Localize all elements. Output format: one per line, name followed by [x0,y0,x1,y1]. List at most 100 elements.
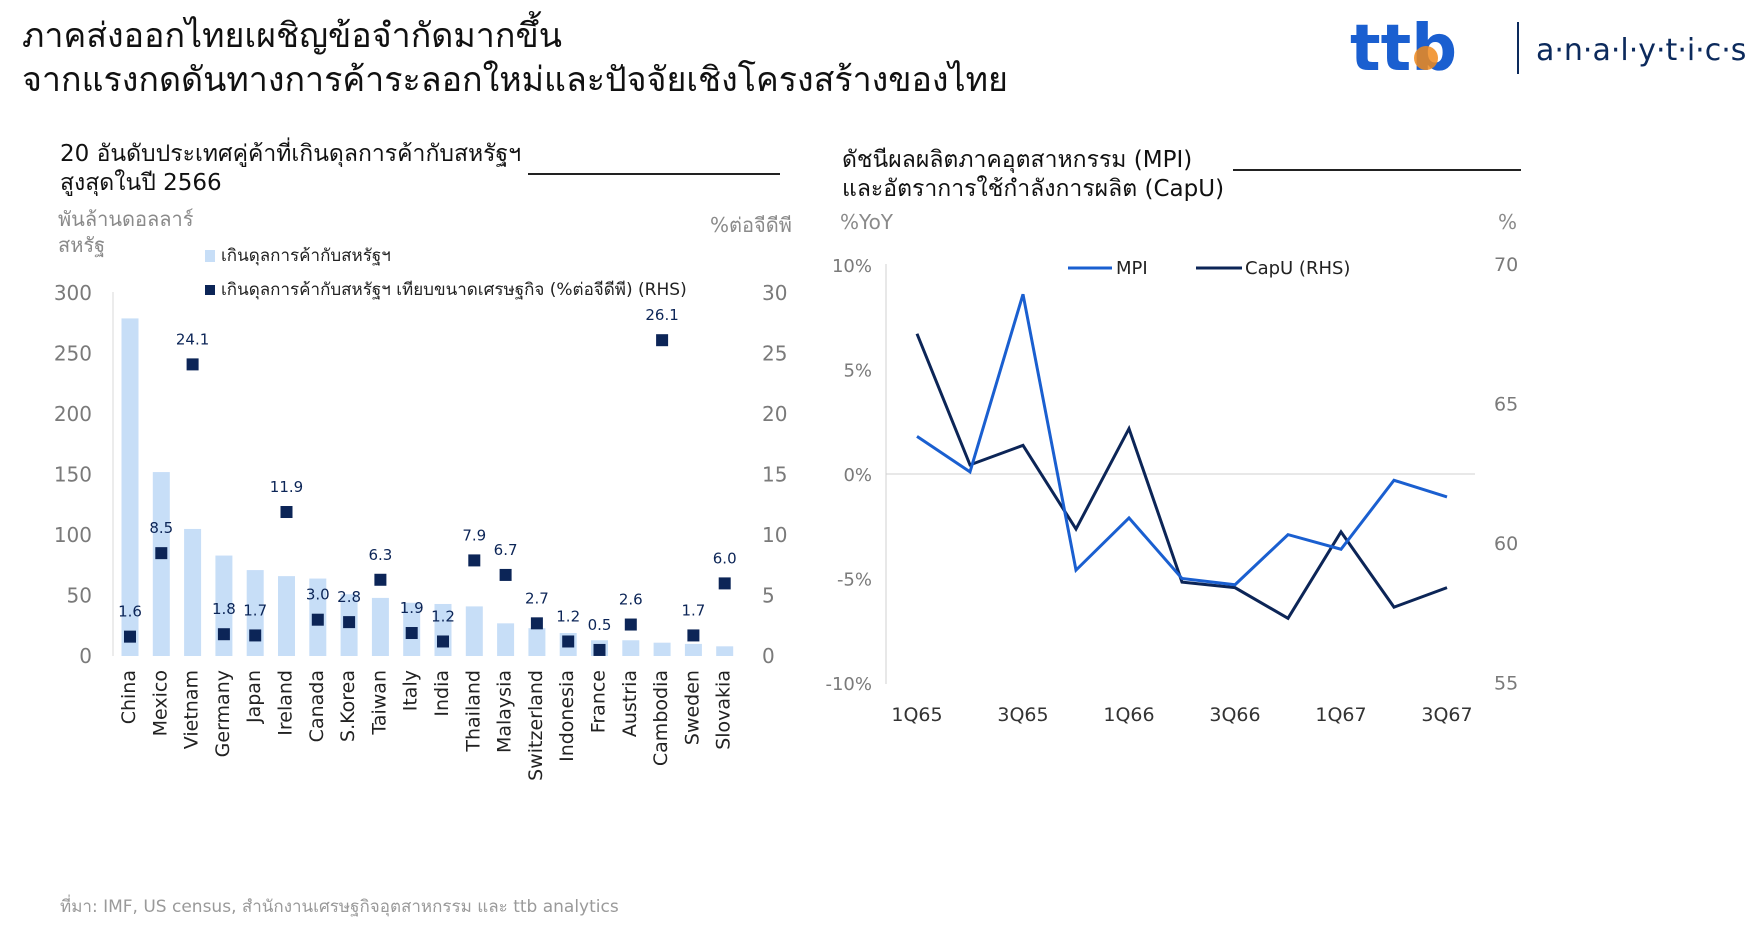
marker-skorea [343,616,356,629]
x-tick-label: Canada [306,670,328,742]
left-y-tick-label: 200 [54,402,92,426]
left-chart-title: 20 อันดับประเทศคู่ค้าที่เกินดุลการค้ากับ… [60,140,521,198]
marker-data-label: 0.5 [588,616,612,634]
marker-data-label: 1.2 [431,607,455,625]
left-y-tick-label: 250 [54,342,92,366]
source-note: ที่มา: IMF, US census, สำนักงานเศรษฐกิจอ… [60,897,619,917]
mpi-series-line [916,293,1448,587]
capu-series-line [915,333,1448,621]
left-y-tick-label: 0 [79,644,92,668]
left-chart-title-line-1: 20 อันดับประเทศคู่ค้าที่เกินดุลการค้ากับ… [60,141,522,167]
trade-surplus-bar-chart: 0 50 100 150 200 250 300 0 5 10 15 20 25 30 1.6 China 8.… [54,281,788,781]
right-y-tick-label: 30 [762,281,787,305]
marker-cambodia [656,334,669,347]
left-y-axis-unit-line-1: พันล้านดอลลาร์ [58,207,194,231]
x-tick-label: Japan [243,670,265,724]
logo-wordmark: a·n·a·l·y·t·i·c·s [1536,33,1746,68]
mpi-capu-line-chart: 10% 5% 0% -5% -10% 70 65 60 55 1Q65 3Q65 1Q66 3Q66 1Q… [825,254,1518,726]
bar-malaysia [497,623,515,656]
capu-y-tick-label: 55 [1494,673,1518,695]
marker-slovakia [718,577,731,590]
left-y-tick-label: 100 [54,523,92,547]
marker-data-label: 1.8 [212,600,236,618]
left-y-axis-unit: พันล้านดอลลาร์ สหรัฐ [58,206,194,258]
x-tick-label: Slovakia [713,670,735,750]
marker-data-label: 1.7 [681,601,705,619]
marker-france [593,643,606,656]
legend-mpi-label: MPI [1116,258,1148,279]
marker-data-label: 6.3 [368,546,392,564]
right-chart-title-line-1: ดัชนีผลผลิตภาคอุตสาหกรรม (MPI) [842,147,1193,173]
headline-line-1: ภาคส่งออกไทยเผชิญข้อจำกัดมากขึ้น [22,16,562,56]
right-title-rule [1233,169,1521,171]
marker-data-label: 1.7 [243,601,267,619]
x-tick-label: Malaysia [494,670,516,753]
right-y-tick-label: 10 [762,523,787,547]
x-tick-label: Mexico [149,670,171,736]
marker-data-label: 1.6 [118,603,142,621]
marker-data-label: 8.5 [149,519,173,537]
bar-switzerland [528,628,546,656]
headline-line-2: จากแรงกดดันทางการค้าระลอกใหม่และปัจจัยเช… [22,60,1008,100]
x-tick-label: Austria [619,670,641,737]
marker-data-label: 1.2 [556,607,580,625]
bar-ireland [278,576,295,656]
marker-taiwan [374,573,387,586]
logo-text: ttb [1350,14,1457,84]
marker-data-label: 1.9 [400,599,424,617]
page-headline: ภาคส่งออกไทยเผชิญข้อจำกัดมากขึ้น จากแรงก… [22,14,1008,102]
marker-sweden [687,629,700,642]
marker-data-label: 6.0 [713,549,737,567]
marker-austria [624,618,637,631]
marker-switzerland [530,617,543,630]
right-y-tick-label: 25 [762,342,787,366]
logo-accent-icon [1414,46,1438,70]
marker-data-label: 2.8 [337,588,361,606]
marker-data-label: 6.7 [494,541,518,559]
bar-taiwan [371,597,389,656]
marker-data-label: 26.1 [645,306,678,324]
mpi-y-axis-unit: %YoY [840,210,894,234]
legend-item-bar: เกินดุลการค้ากับสหรัฐฯ [205,242,391,269]
x-tick-label: 3Q67 [1421,704,1472,726]
legend-bar-label: เกินดุลการค้ากับสหรัฐฯ [221,246,391,266]
marker-china [124,630,136,643]
legend-marker-swatch [205,285,215,295]
x-tick-label: France [588,670,610,733]
x-tick-label: Sweden [681,670,703,745]
marker-data-label: 7.9 [462,526,486,544]
mpi-y-tick-label: -10% [825,674,872,695]
x-tick-label: S.Korea [337,670,359,742]
capu-y-tick-label: 65 [1494,394,1518,416]
bar-sweden [684,643,702,656]
legend-bar-swatch [205,250,215,262]
capu-y-axis-unit: % [1498,210,1518,234]
x-tick-label: Germany [212,670,234,757]
marker-data-label: 2.6 [619,591,643,609]
right-y-tick-label: 20 [762,402,787,426]
x-tick-label: 3Q66 [1209,704,1260,726]
x-tick-label: 1Q66 [1103,704,1154,726]
bar-mexico [152,472,170,656]
x-tick-label: 1Q65 [891,704,942,726]
ttb-logo-icon: ttb a·n·a·l·y·t·i·c·s [1350,12,1746,86]
bar-austria [622,640,640,656]
marker-italy [405,627,418,640]
legend-capu-label: CapU (RHS) [1245,258,1350,279]
legend-item-marker: เกินดุลการค้ากับสหรัฐฯ เทียบขนาดเศรษฐกิจ… [205,276,687,303]
marker-indonesia [562,635,575,648]
marker-germany [217,628,230,641]
left-title-rule [528,173,780,175]
x-tick-label: Ireland [275,670,297,736]
ttb-analytics-logo: ttb a·n·a·l·y·t·i·c·s [1340,12,1760,86]
marker-thailand [468,554,481,567]
marker-ireland [280,506,293,519]
right-y-tick-label: 0 [762,644,775,668]
mpi-y-tick-label: -5% [837,570,872,591]
legend-marker-label: เกินดุลการค้ากับสหรัฐฯ เทียบขนาดเศรษฐกิจ… [221,280,687,300]
capu-y-tick-label: 60 [1494,533,1518,555]
x-tick-label: 1Q67 [1315,704,1366,726]
bar-cambodia [653,642,671,656]
marker-mexico [155,547,168,560]
mpi-y-tick-label: 10% [832,256,872,277]
